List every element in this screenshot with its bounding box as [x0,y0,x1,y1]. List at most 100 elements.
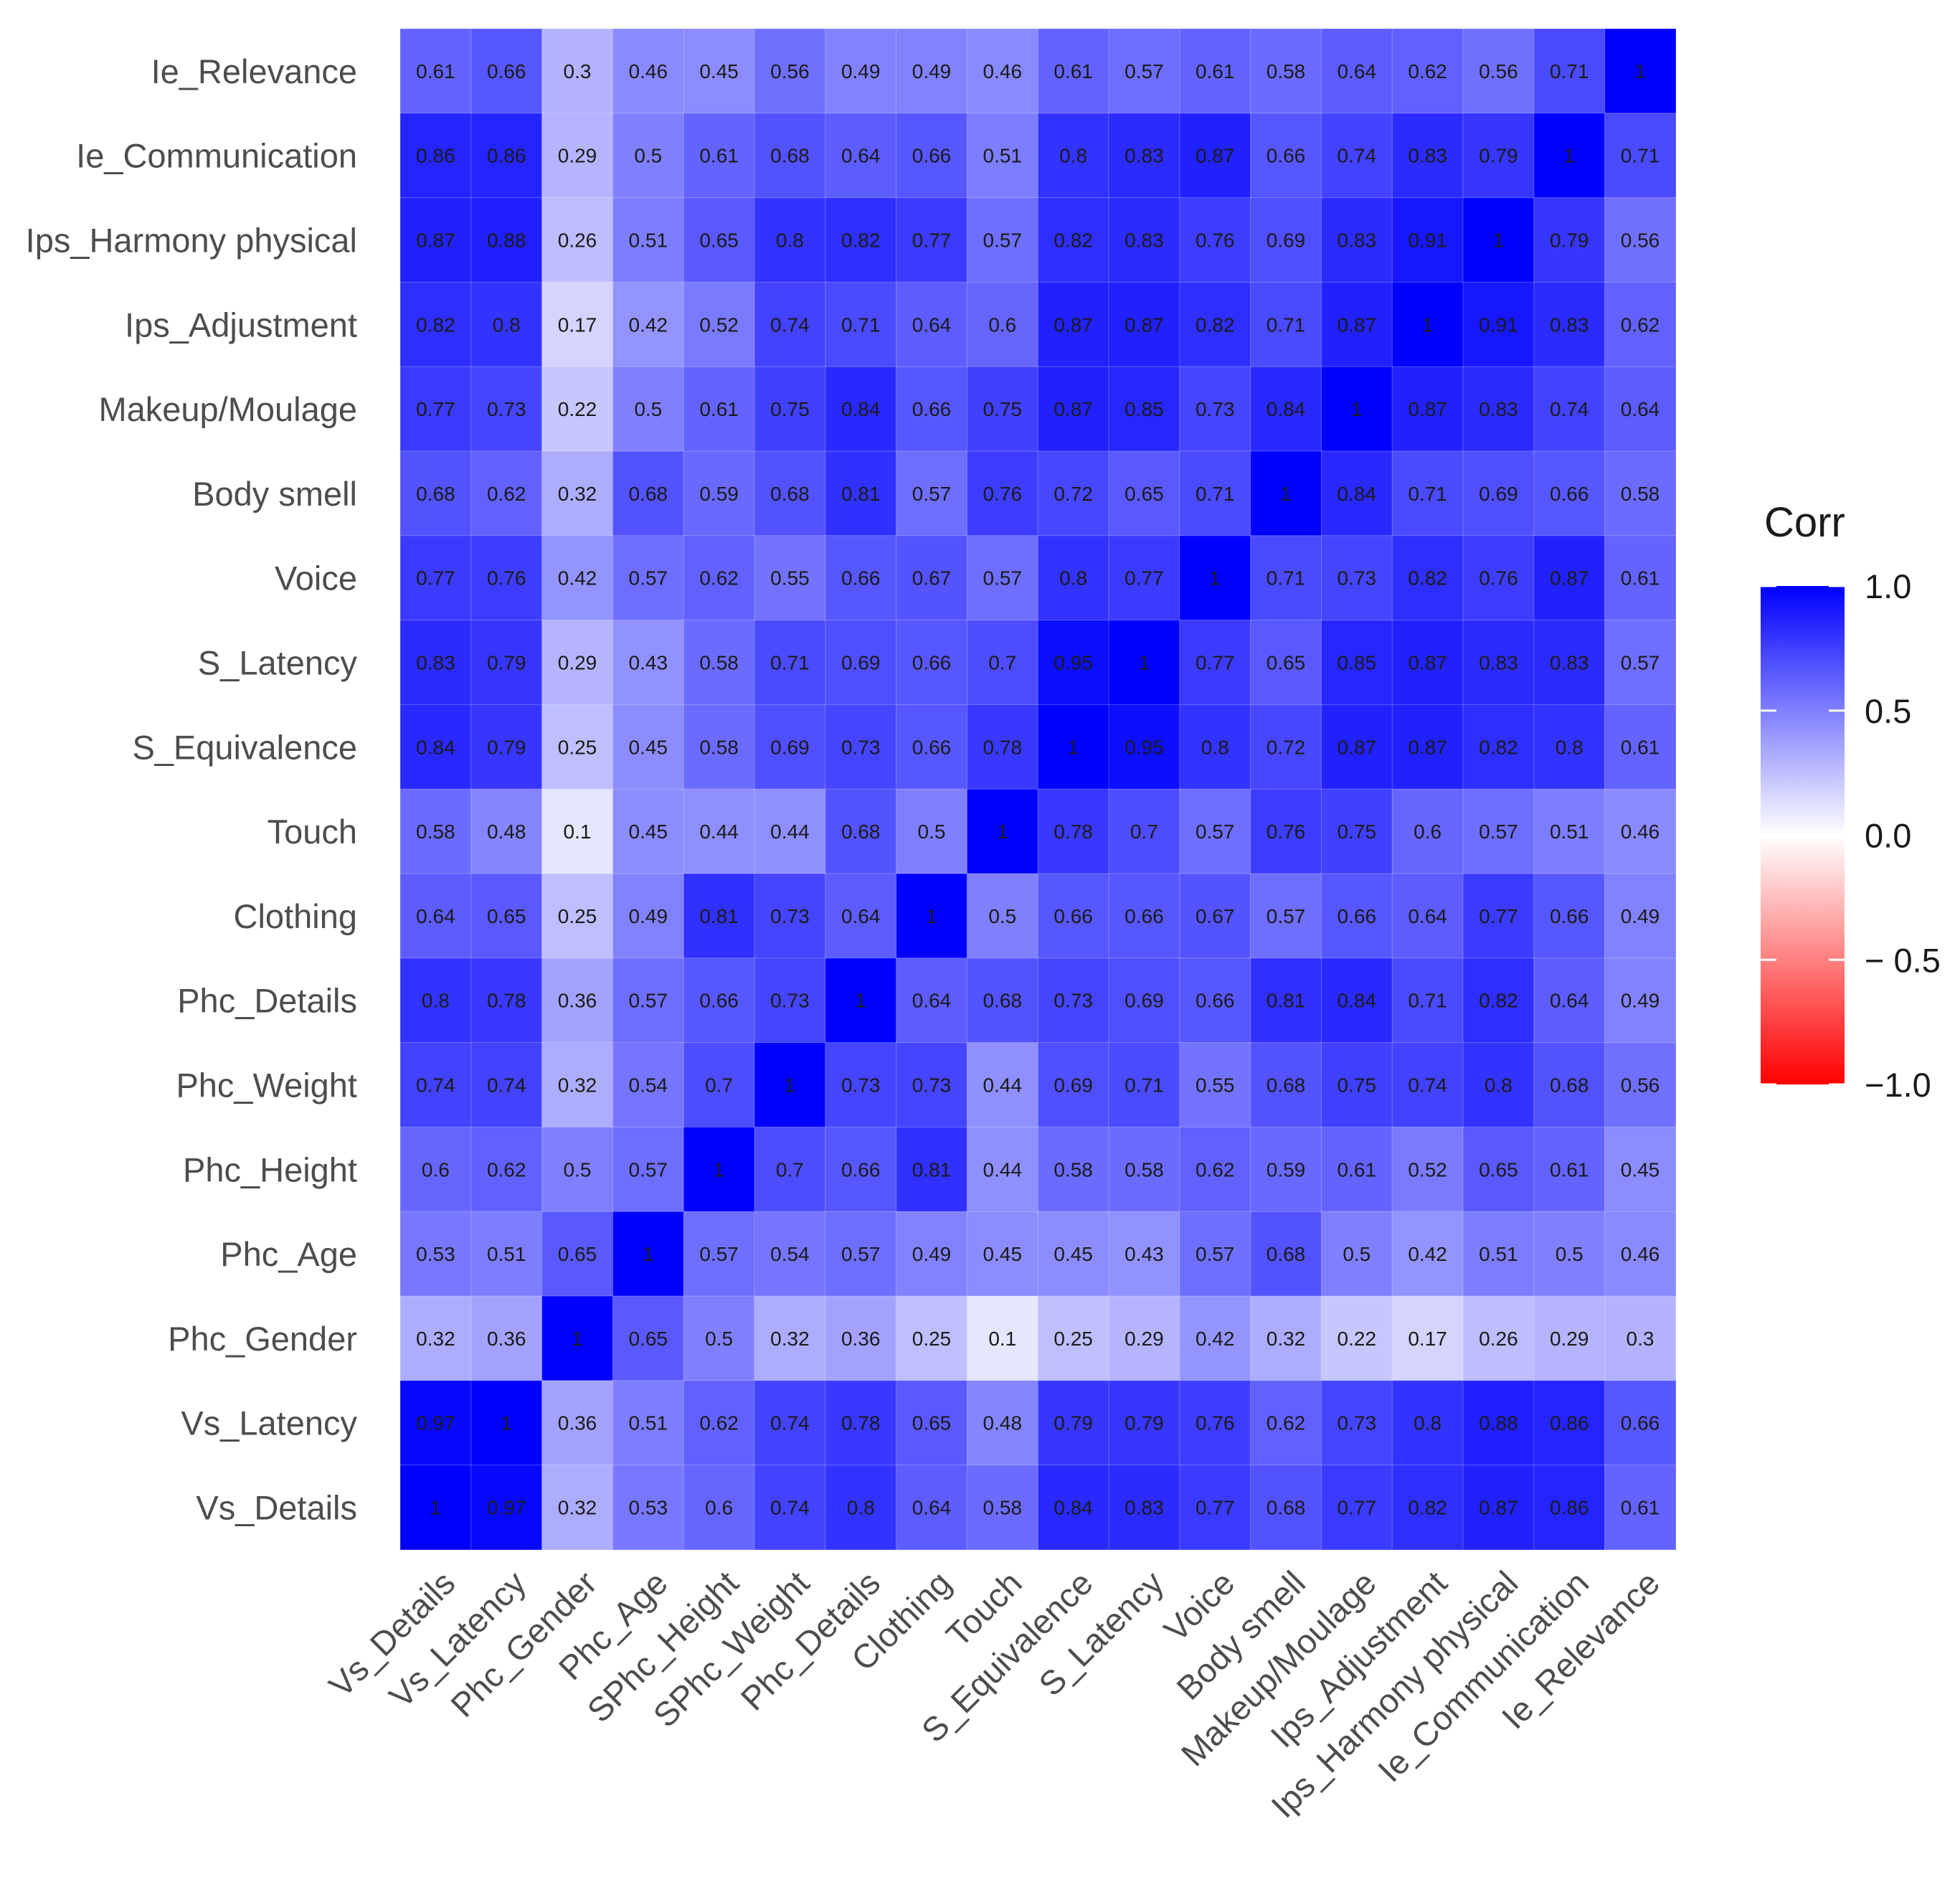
legend: Corr 1.0 0.5 0.0 − 0.5 −1.0 [1761,499,1941,1104]
cell-label: 0.68 [629,483,668,505]
cell-label: 0.8 [1059,567,1087,590]
heatmap-cell [896,450,968,536]
cell-label: 0.76 [1196,1412,1235,1434]
cell-label: 0.58 [983,1497,1023,1519]
y-axis-labels: Ie_Relevance Ie_Communication Ips_Harmony … [26,52,358,1527]
heatmap-cell [1037,957,1110,1044]
heatmap-cell [1108,1295,1180,1381]
cell-label: 0.51 [1550,821,1589,843]
cell-label: 0.43 [629,652,668,674]
heatmap-cell [612,1465,685,1551]
y-tick-label: Body smell [192,475,357,513]
heatmap-cell [1108,366,1180,453]
legend-tick-label: 0.5 [1865,692,1911,730]
cell-label: 0.64 [1621,398,1660,420]
heatmap-cell [825,450,897,536]
heatmap-cell [470,788,543,875]
heatmap-cell [612,957,685,1044]
cell-label: 0.72 [1267,736,1306,758]
cell-label: 0.32 [770,1328,810,1350]
heatmap-cell [1179,1126,1251,1213]
cell-label: 0.77 [1196,652,1235,674]
heatmap-cell [754,1211,826,1297]
cell-label: 0.45 [983,1243,1023,1265]
heatmap-cell [612,1211,685,1297]
cell-label: 0.88 [1479,1412,1518,1434]
cell-label: 0.64 [1338,60,1377,82]
heatmap-cell [1604,113,1677,199]
cell-label: 0.71 [1621,145,1660,167]
cell-label: 0.36 [841,1328,881,1350]
cell-label: 0.49 [912,60,952,82]
heatmap-cell [1037,1126,1110,1213]
cell-label: 0.73 [912,1074,952,1097]
heatmap-cell [1108,197,1180,283]
y-tick-label: Phc_Weight [176,1067,357,1105]
cell-label: 0.62 [699,1412,739,1434]
cell-label: 0.58 [1125,1158,1164,1181]
cell-label: 0.45 [1621,1158,1660,1181]
heatmap-cell [754,1126,826,1213]
cell-label: 0.73 [1054,990,1093,1012]
cell-label: 0.6 [422,1158,450,1181]
heatmap-cell [1391,957,1464,1044]
cell-label: 0.61 [1196,60,1235,82]
cell-label: 0.71 [1408,990,1447,1012]
cell-label: 0.76 [1479,567,1518,590]
heatmap-cell [683,704,756,790]
heatmap-cell [1391,788,1464,875]
cell-label: 0.74 [487,1074,526,1097]
cell-label: 0.73 [841,736,881,758]
cell-label: 0.65 [912,1412,952,1434]
heatmap-cell [1604,788,1677,875]
cell-label: 0.49 [629,905,668,927]
heatmap-cell [1250,1126,1322,1213]
heatmap-cell [470,620,543,706]
heatmap-cell [612,704,685,790]
cell-label: 0.64 [912,990,952,1012]
y-tick-label: Ips_Harmony physical [26,222,357,260]
cell-label: 0.42 [1408,1243,1447,1265]
heatmap-cell [1179,620,1251,706]
cell-label: 0.75 [1338,821,1377,843]
heatmap-cell [541,28,614,114]
heatmap-cell [612,1042,685,1128]
cell-label: 0.7 [988,652,1016,674]
cell-label: 0.5 [634,145,662,167]
heatmap-cell [754,366,826,453]
heatmap-cell [1604,957,1677,1044]
legend-tick-label: 1.0 [1865,567,1911,605]
heatmap-cell [966,450,1039,536]
heatmap-cell [1533,788,1606,875]
heatmap-cell [896,873,968,959]
heatmap-cell [825,113,897,199]
cell-label: 0.32 [558,1074,597,1097]
heatmap-cell [683,366,756,453]
cell-label: 0.78 [1054,821,1093,843]
heatmap-cell [399,113,472,199]
y-tick-label: Vs_Details [196,1489,357,1527]
heatmap-cell [754,620,826,706]
cell-label: 0.29 [1550,1328,1589,1350]
heatmap-cell [1108,1465,1180,1551]
heatmap-cell [1320,450,1393,536]
cell-label: 0.64 [416,905,455,927]
cell-label: 0.62 [699,567,739,590]
cell-label: 0.82 [1408,567,1447,590]
cell-label: 0.69 [1267,230,1306,252]
heatmap-cell [612,113,685,199]
cell-label: 0.32 [416,1328,455,1350]
heatmap-cell [683,1042,756,1128]
heatmap-cell [1604,1211,1677,1297]
heatmap-cell [825,873,897,959]
cell-label: 0.65 [1267,652,1306,674]
cell-label: 0.71 [841,313,881,336]
heatmap-cell [470,1295,543,1381]
legend-ticks: 1.0 0.5 0.0 − 0.5 −1.0 [1761,567,1941,1104]
cell-label: 0.68 [841,821,881,843]
heatmap-cell [470,1465,543,1551]
cell-label: 0.8 [1414,1412,1441,1434]
cell-label: 1 [1563,145,1575,167]
cell-label: 0.54 [629,1074,668,1097]
cell-label: 0.65 [1125,483,1164,505]
